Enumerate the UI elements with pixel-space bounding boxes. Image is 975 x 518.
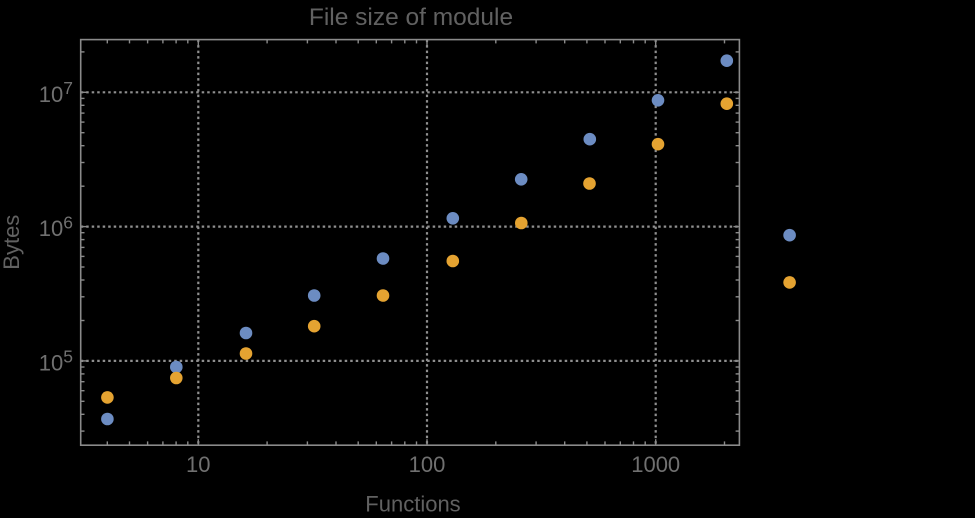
svg-text:10: 10 [186,452,210,477]
svg-text:1000: 1000 [631,452,680,477]
svg-text:File size of module: File size of module [309,4,513,31]
svg-text:Bytes: Bytes [0,215,24,270]
svg-text:106: 106 [39,212,73,241]
svg-text:105: 105 [39,347,73,376]
svg-text:100: 100 [409,452,446,477]
svg-text:Functions: Functions [365,492,460,513]
svg-text:107: 107 [39,78,73,107]
